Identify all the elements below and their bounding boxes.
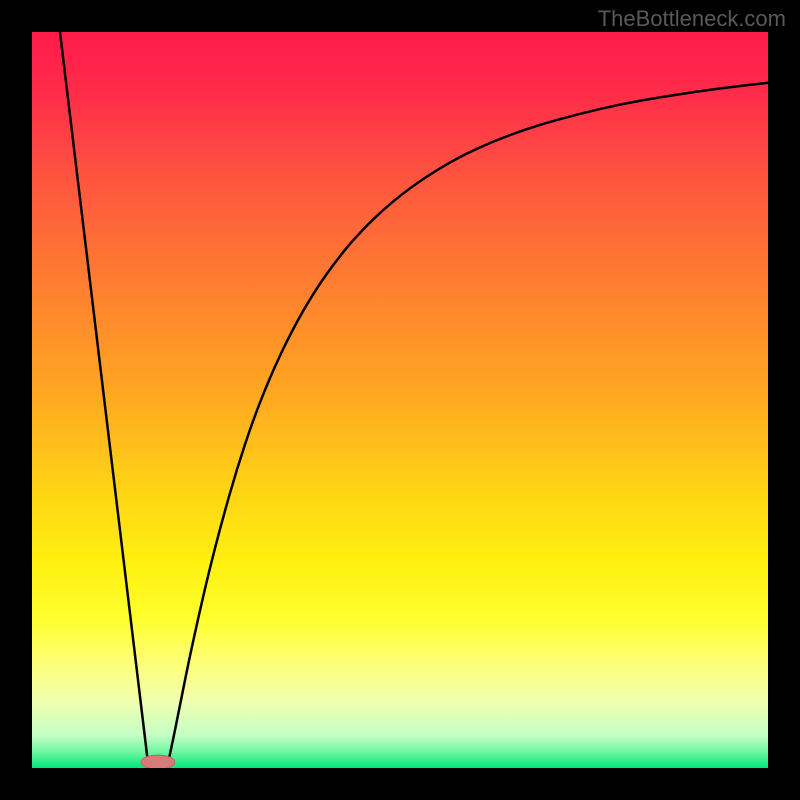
bottleneck-chart: TheBottleneck.com	[0, 0, 800, 800]
watermark-text: TheBottleneck.com	[598, 6, 786, 32]
chart-svg	[0, 0, 800, 800]
